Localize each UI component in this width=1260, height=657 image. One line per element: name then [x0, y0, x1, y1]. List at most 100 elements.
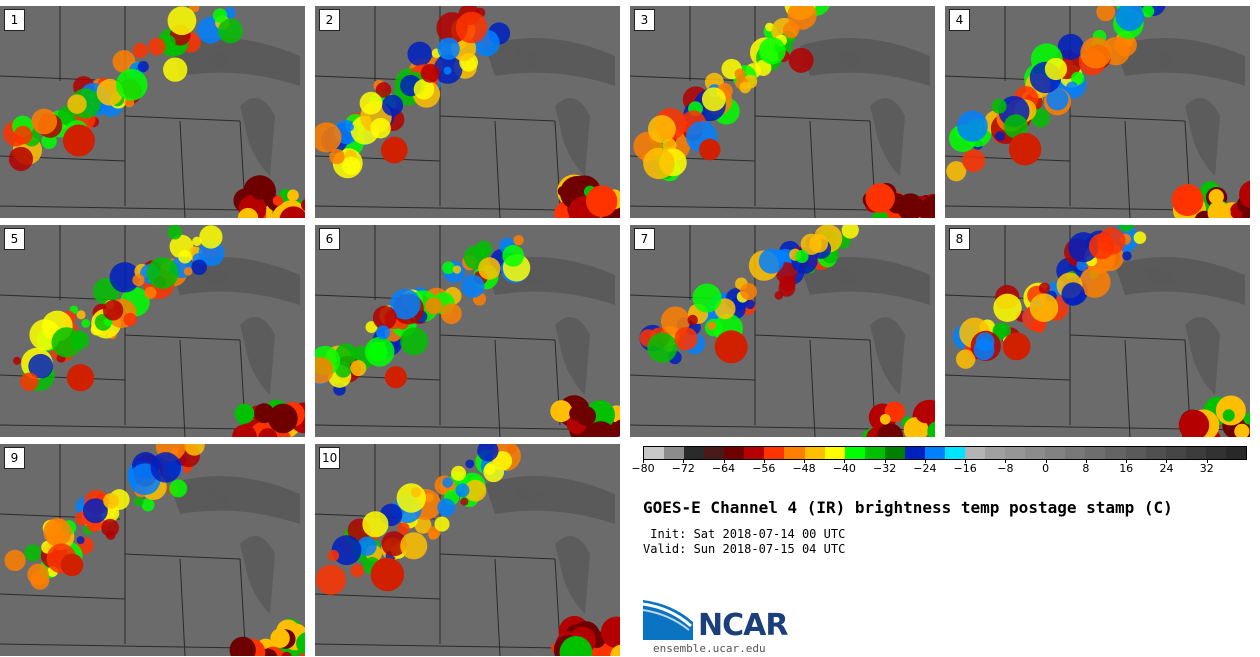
cloud-top-blob	[178, 249, 192, 264]
cloud-top-blob	[133, 496, 144, 507]
lake-shape	[870, 98, 905, 176]
cloud-top-blob	[376, 325, 391, 340]
lake-shape	[515, 49, 545, 67]
colorbar-tick-mark	[884, 460, 886, 463]
colorbar-tick-label: −80	[631, 462, 655, 475]
cloud-top-blob	[1239, 180, 1250, 208]
cloud-top-blob	[150, 452, 181, 483]
lake-shape	[800, 257, 930, 305]
cloud-top-blob	[115, 68, 148, 101]
panel-label: 8	[949, 228, 970, 250]
colorbar-bin	[904, 447, 925, 459]
cloud-top-blob	[234, 403, 255, 424]
colorbar-tick-label: −56	[752, 462, 776, 475]
colorbar-tick-label: 0	[1042, 462, 1050, 475]
cloud-top-blob	[455, 483, 470, 498]
lake-shape	[1115, 38, 1245, 86]
cloud-top-blob	[440, 303, 462, 325]
cloud-top-blob	[600, 616, 620, 648]
satellite-map	[0, 6, 305, 218]
cloud-top-blob	[252, 187, 265, 200]
lake-shape	[240, 536, 275, 614]
cloud-top-blob	[272, 195, 283, 206]
colorbar-tick-label: −48	[792, 462, 816, 475]
colorbar-tick-label: −72	[671, 462, 695, 475]
cloud-top-blob	[962, 149, 986, 173]
state-border	[439, 553, 556, 560]
cloud-top-blob	[397, 522, 410, 535]
cloud-top-blob	[123, 312, 137, 327]
cloud-top-blob	[315, 122, 342, 153]
colorbar-bin	[744, 447, 765, 459]
panel-3: 3	[630, 6, 935, 218]
cloud-top-blob	[407, 41, 433, 67]
cloud-top-blob	[413, 79, 435, 100]
colorbar-tick-mark	[1166, 460, 1168, 463]
state-border	[945, 374, 1071, 381]
cloud-top-blob	[167, 6, 197, 36]
colorbar-bin	[1145, 447, 1166, 459]
lake-shape	[515, 487, 545, 505]
cloud-top-blob	[701, 87, 726, 112]
cloud-top-blob	[992, 322, 1008, 339]
colorbar-tick-mark	[1005, 460, 1007, 463]
cloud-top-blob	[1171, 184, 1204, 217]
cloud-top-blob	[414, 516, 432, 534]
state-border	[809, 339, 816, 437]
cloud-top-blob	[1133, 231, 1147, 245]
cold-cloud-core	[370, 557, 405, 592]
satellite-map	[630, 6, 935, 218]
lake-shape	[200, 487, 230, 505]
cloud-top-blob	[1079, 266, 1111, 298]
cloud-top-blob	[137, 60, 149, 73]
cloud-top-blob	[465, 459, 475, 469]
cloud-top-blob	[1057, 33, 1084, 60]
colorbar-bin	[724, 447, 745, 459]
cloud-top-blob	[335, 343, 358, 365]
cloud-top-blob	[212, 8, 228, 23]
lake-shape	[485, 476, 615, 524]
cloud-top-blob	[365, 321, 378, 334]
cloud-top-blob	[758, 248, 784, 274]
panel-label: 3	[634, 9, 655, 31]
cloud-top-blob	[331, 535, 362, 566]
cloud-top-blob	[1071, 71, 1085, 86]
cloud-top-blob	[434, 516, 450, 532]
colorbar-bin	[804, 447, 825, 459]
cloud-top-blob	[1061, 282, 1085, 306]
panel-label: 6	[319, 228, 340, 250]
cloud-top-blob	[4, 549, 26, 572]
cloud-top-blob	[420, 63, 440, 83]
state-border	[494, 339, 501, 437]
state-border	[124, 553, 241, 560]
cloud-top-blob	[475, 240, 493, 258]
colorbar-tick-label: −32	[872, 462, 897, 475]
cold-cloud-core	[60, 553, 84, 577]
cloud-top-blob	[915, 402, 935, 424]
cloud-top-blob	[132, 274, 145, 287]
cold-cloud-core	[384, 366, 407, 389]
cloud-top-blob	[296, 632, 305, 655]
cloud-top-blob	[478, 257, 501, 280]
satellite-map	[315, 225, 620, 437]
colorbar-bin	[684, 447, 705, 459]
lake-shape	[1115, 257, 1245, 305]
cloud-top-blob	[82, 498, 108, 524]
cloud-top-blob	[229, 636, 256, 656]
cloud-top-blob	[362, 511, 389, 538]
cloud-top-blob	[43, 518, 72, 547]
state-border	[179, 558, 186, 656]
lake-shape	[870, 317, 905, 395]
state-border	[494, 558, 501, 656]
state-border	[630, 374, 756, 381]
cloud-top-blob	[613, 419, 620, 436]
colorbar-tick-label: 16	[1119, 462, 1134, 475]
cloud-top-blob	[357, 536, 377, 556]
colorbar-bin	[1125, 447, 1146, 459]
colorbar-tick-label: 32	[1199, 462, 1214, 475]
logo-wordmark: NCAR	[698, 608, 788, 643]
colorbar-bin	[884, 447, 905, 459]
lake-shape	[200, 268, 230, 286]
lake-shape	[240, 98, 275, 176]
colorbar-bin	[1185, 447, 1206, 459]
